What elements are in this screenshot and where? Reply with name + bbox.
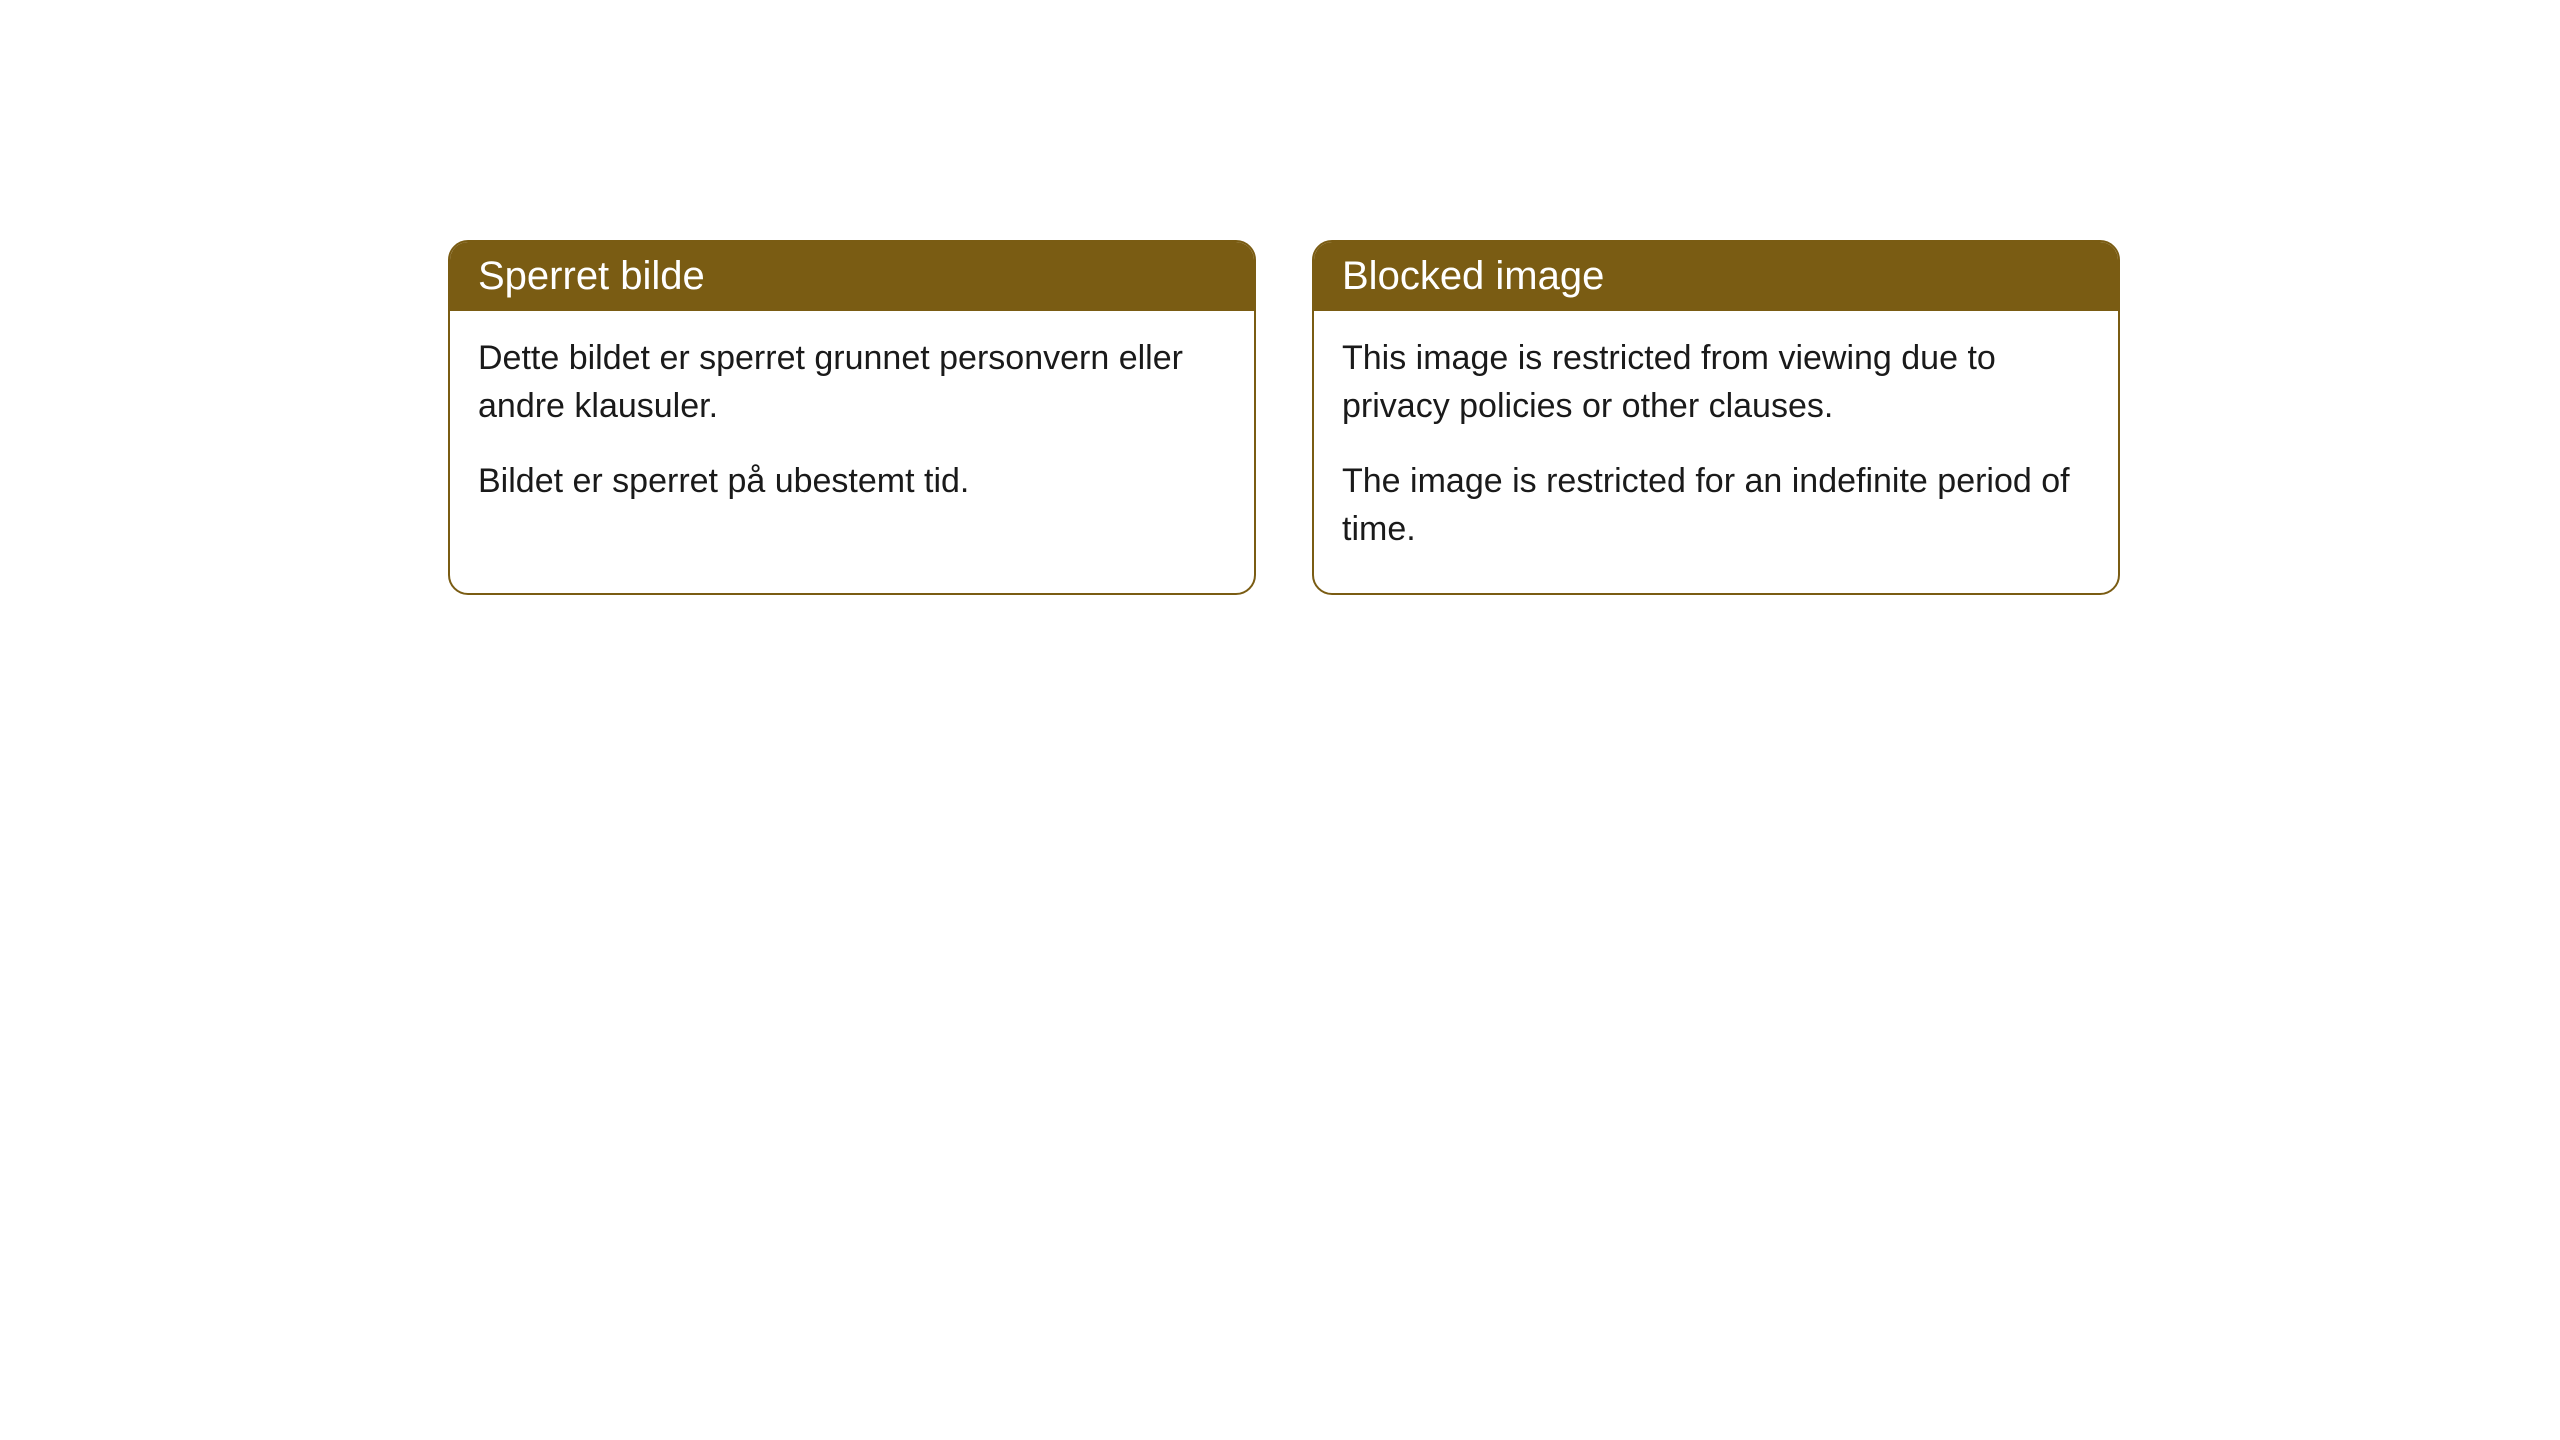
notice-container: Sperret bilde Dette bildet er sperret gr… bbox=[0, 0, 2560, 595]
card-header-english: Blocked image bbox=[1314, 242, 2118, 311]
notice-card-norwegian: Sperret bilde Dette bildet er sperret gr… bbox=[448, 240, 1256, 595]
card-paragraph-2-norwegian: Bildet er sperret på ubestemt tid. bbox=[478, 458, 1226, 506]
card-body-norwegian: Dette bildet er sperret grunnet personve… bbox=[450, 311, 1254, 546]
card-paragraph-2-english: The image is restricted for an indefinit… bbox=[1342, 458, 2090, 553]
card-title-english: Blocked image bbox=[1342, 254, 1604, 298]
card-header-norwegian: Sperret bilde bbox=[450, 242, 1254, 311]
notice-card-english: Blocked image This image is restricted f… bbox=[1312, 240, 2120, 595]
card-paragraph-1-english: This image is restricted from viewing du… bbox=[1342, 335, 2090, 430]
card-paragraph-1-norwegian: Dette bildet er sperret grunnet personve… bbox=[478, 335, 1226, 430]
card-title-norwegian: Sperret bilde bbox=[478, 254, 705, 298]
card-body-english: This image is restricted from viewing du… bbox=[1314, 311, 2118, 593]
